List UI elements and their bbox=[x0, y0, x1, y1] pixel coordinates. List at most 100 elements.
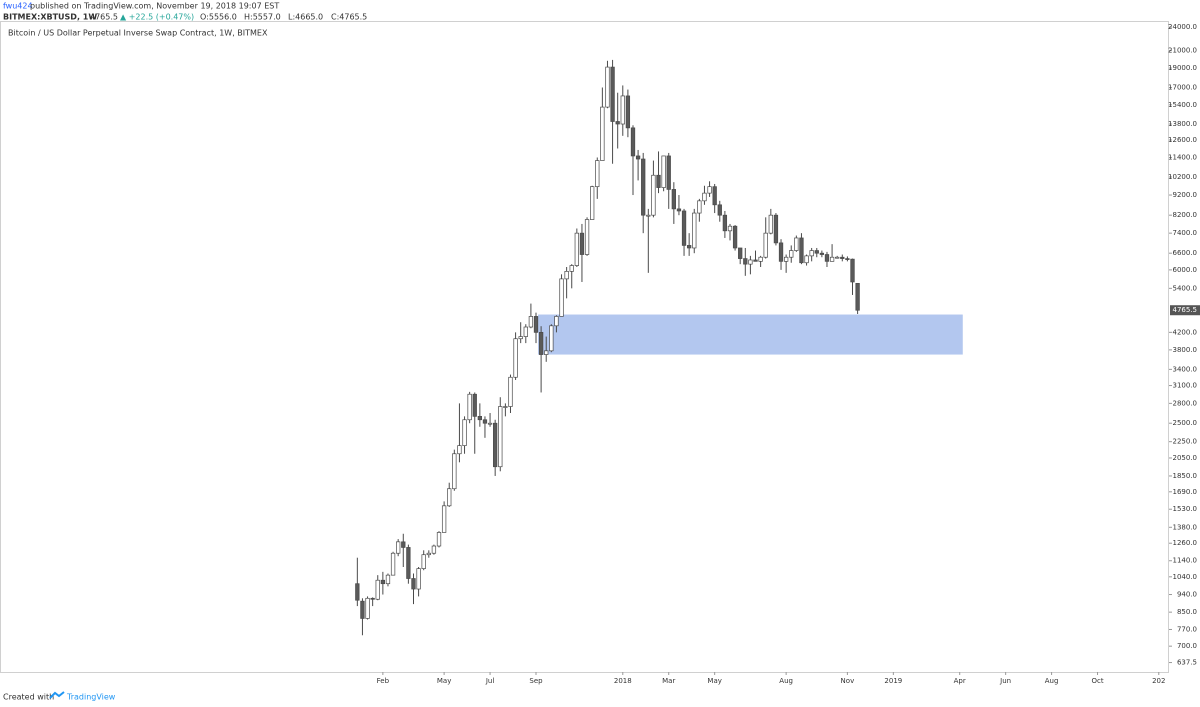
candle-body bbox=[396, 541, 401, 554]
x-tick-label: May bbox=[707, 677, 721, 685]
candle-body bbox=[467, 393, 472, 421]
candle-body bbox=[773, 214, 779, 244]
chart-title: Bitcoin / US Dollar Perpetual Inverse Sw… bbox=[8, 29, 268, 38]
x-tick-label: Sep bbox=[529, 677, 543, 685]
candle-body bbox=[487, 422, 493, 425]
y-tick-label: 21000.0 bbox=[1168, 46, 1197, 54]
candle-body bbox=[819, 252, 825, 255]
candle-body bbox=[809, 250, 814, 257]
candle-body bbox=[712, 186, 717, 206]
y-tick-label: 637.5 bbox=[1177, 659, 1197, 667]
y-tick-label: 2250.0 bbox=[1173, 438, 1198, 446]
candle-body bbox=[574, 232, 579, 266]
candle-body bbox=[615, 121, 620, 125]
candle-body bbox=[753, 259, 758, 262]
y-tick-label: 15400.0 bbox=[1168, 101, 1197, 109]
candle-body bbox=[554, 316, 559, 327]
x-tick-label: Aug bbox=[779, 677, 793, 685]
y-tick-label: 850.0 bbox=[1177, 608, 1197, 616]
y-tick-label: 10200.0 bbox=[1168, 173, 1197, 181]
candle-body bbox=[646, 214, 651, 217]
y-tick-label: 1040.0 bbox=[1173, 573, 1198, 581]
candle-body bbox=[503, 406, 508, 408]
author[interactable]: fwu424 bbox=[3, 2, 33, 11]
y-tick-label: 9200.0 bbox=[1173, 191, 1198, 199]
candle-body bbox=[855, 283, 860, 311]
high: H:5557.0 bbox=[244, 13, 281, 22]
candle-body bbox=[498, 406, 503, 468]
x-tick-label: 202 bbox=[1152, 677, 1165, 685]
candle-body bbox=[513, 338, 518, 378]
candle-body bbox=[824, 254, 830, 262]
x-tick-label: Feb bbox=[377, 677, 390, 685]
candle-body bbox=[727, 225, 733, 232]
x-tick-label: Aug bbox=[1045, 677, 1059, 685]
zone bbox=[538, 314, 963, 355]
x-tick-label: Jun bbox=[999, 677, 1011, 685]
x-tick-label: 2018 bbox=[614, 677, 632, 685]
y-tick-label: 770.0 bbox=[1177, 625, 1197, 633]
candle-body bbox=[702, 192, 707, 202]
candle-body bbox=[717, 204, 722, 216]
candle-body bbox=[457, 445, 462, 455]
candle-body bbox=[401, 541, 406, 548]
candle-body bbox=[605, 66, 610, 108]
y-tick-label: 1260.0 bbox=[1173, 539, 1198, 547]
y-tick-label: 3400.0 bbox=[1173, 365, 1198, 373]
candle-body bbox=[835, 256, 840, 259]
candle-body bbox=[406, 547, 411, 579]
y-tick-label: 940.0 bbox=[1177, 591, 1197, 599]
y-tick-label: 1380.0 bbox=[1173, 523, 1198, 531]
candle-body bbox=[804, 255, 809, 264]
candle-body bbox=[600, 106, 605, 161]
candle-body bbox=[533, 316, 539, 333]
candle-body bbox=[697, 200, 702, 214]
candle-body bbox=[538, 332, 544, 355]
candle-body bbox=[370, 597, 375, 600]
candle-body bbox=[758, 256, 763, 262]
y-tick-label: 2800.0 bbox=[1173, 399, 1198, 407]
y-tick-label: 2050.0 bbox=[1173, 454, 1198, 462]
x-tick-label: Oct bbox=[1091, 677, 1103, 685]
candle-body bbox=[584, 219, 590, 255]
candle-body bbox=[385, 574, 391, 585]
candle-body bbox=[452, 453, 457, 490]
candle-body bbox=[523, 326, 528, 337]
y-tick-label: 4200.0 bbox=[1173, 328, 1198, 336]
candle-body bbox=[681, 210, 687, 246]
y-tick-label: 24000.0 bbox=[1168, 23, 1197, 31]
y-tick-label: 700.0 bbox=[1177, 642, 1197, 650]
candle-body bbox=[676, 208, 682, 212]
candle-body bbox=[620, 95, 625, 125]
y-tick-label: 17000.0 bbox=[1168, 83, 1197, 91]
y-tick-label: 6000.0 bbox=[1173, 266, 1198, 274]
candle-body bbox=[559, 278, 564, 317]
candle-body bbox=[850, 258, 855, 283]
open: O:5556.0 bbox=[200, 13, 237, 22]
candle-body bbox=[549, 325, 554, 352]
candle-body bbox=[763, 232, 768, 258]
y-tick-label: 1690.0 bbox=[1173, 488, 1198, 496]
candle-body bbox=[635, 155, 641, 160]
candle-body bbox=[544, 350, 549, 355]
candle-body bbox=[840, 256, 845, 259]
y-tick-label: 8200.0 bbox=[1173, 211, 1198, 219]
close: C:4765.5 bbox=[331, 13, 367, 22]
last-price-label: 4765.5 bbox=[1173, 306, 1198, 314]
y-tick-label: 19000.0 bbox=[1168, 64, 1197, 72]
candle-body bbox=[794, 237, 799, 251]
candle-body bbox=[829, 256, 835, 262]
candle-body bbox=[436, 532, 442, 547]
brand[interactable]: TradingView bbox=[66, 693, 116, 702]
change: ▲ +22.5 (+0.47%) bbox=[120, 13, 194, 22]
candle-body bbox=[778, 242, 784, 262]
candle-body bbox=[375, 579, 380, 600]
x-tick-label: Nov bbox=[841, 677, 855, 685]
candle-body bbox=[355, 583, 360, 601]
logo bbox=[49, 691, 65, 699]
candle-body bbox=[365, 597, 370, 619]
candle-body bbox=[789, 250, 794, 258]
candle-body bbox=[610, 66, 615, 122]
candle-body bbox=[528, 316, 534, 328]
y-tick-label: 13800.0 bbox=[1168, 120, 1197, 128]
